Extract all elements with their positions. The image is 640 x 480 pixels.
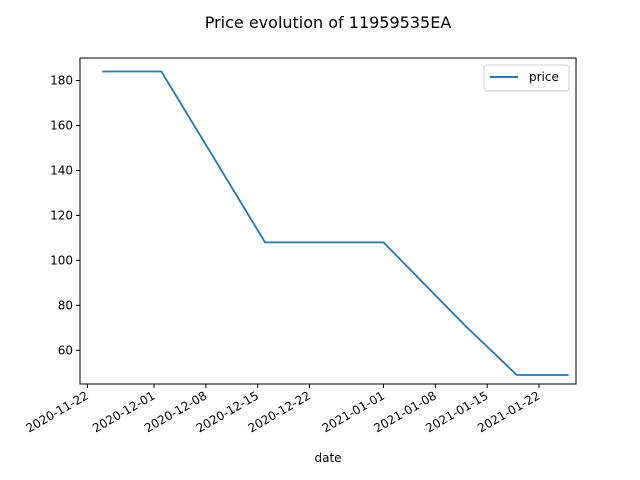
y-tick-label: 140 (50, 163, 73, 177)
y-tick-label: 60 (58, 343, 73, 357)
plot-area: 60 80 100 120 140 160 180 2020-11-22 2020-12-01… (23, 57, 577, 435)
y-tick-label: 80 (58, 298, 73, 312)
series-line-price (102, 70, 569, 376)
y-axis: 60 80 100 120 140 160 180 (50, 73, 80, 357)
y-tick-label: 160 (50, 118, 73, 132)
x-tick-label: 2020-11-22 (23, 388, 90, 435)
y-tick-label: 120 (50, 208, 73, 222)
series-layer (102, 70, 569, 376)
y-tick-label: 100 (50, 253, 73, 267)
y-tick-label: 180 (50, 73, 73, 87)
legend: price (483, 64, 570, 92)
legend-box (483, 64, 570, 92)
legend-label-price: price (529, 70, 559, 84)
plot-frame (79, 57, 577, 385)
chart-title: Price evolution of 11959535EA (205, 13, 452, 32)
x-axis: 2020-11-22 2020-12-012020-12-082020-12-15… (23, 384, 542, 435)
x-axis-label: date (314, 451, 341, 465)
